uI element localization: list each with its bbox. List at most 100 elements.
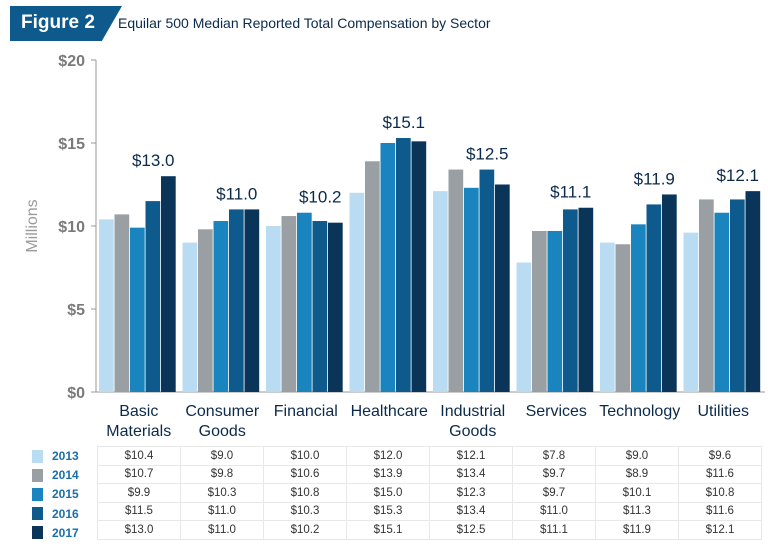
bar-2017	[161, 176, 176, 392]
bar-annotation: $11.0	[216, 184, 257, 203]
bar-2013	[600, 242, 615, 392]
table-cell: $12.3	[429, 483, 513, 503]
bar-2016	[563, 209, 578, 392]
bar-2014	[114, 214, 130, 392]
table-cell: $13.0	[97, 520, 181, 540]
bar-2014	[448, 169, 464, 392]
bar-2015	[464, 187, 479, 392]
legend-swatch	[32, 526, 43, 540]
bar-2017	[578, 207, 594, 392]
table-row: $10.7 $9.8 $10.6 $13.9 $13.4 $9.7 $8.9 $11.6	[97, 464, 762, 484]
bar-2015	[631, 224, 646, 392]
legend-item: 2017	[32, 524, 79, 542]
bar-2015	[714, 212, 730, 392]
bar-2013	[516, 262, 532, 392]
x-tick-label: Goods	[199, 423, 246, 440]
table-row: $10.4 $9.0 $10.0 $12.0 $12.1 $7.8 $9.0 $9.6	[97, 446, 762, 466]
bar-2015	[547, 230, 563, 392]
table-cell: $10.7	[97, 464, 181, 484]
table-cell: $10.0	[263, 446, 347, 466]
table-cell: $8.9	[595, 464, 679, 484]
bar-2014	[365, 161, 380, 392]
table-cell: $9.8	[180, 464, 264, 484]
table-cell: $12.1	[429, 446, 513, 466]
bar-annotation: $13.0	[132, 151, 175, 170]
x-tick-label: Consumer	[185, 403, 259, 420]
legend-swatch	[32, 507, 43, 521]
table-cell: $9.9	[97, 483, 181, 503]
table-cell: $11.0	[180, 501, 264, 521]
table-cell: $10.6	[263, 464, 347, 484]
bar-annotation: $15.1	[382, 113, 425, 132]
table-row: $13.0 $11.0 $10.2 $15.1 $12.5 $11.1 $11.9 $12.1	[97, 520, 762, 540]
bar-annotation: $11.1	[550, 183, 591, 202]
x-tick-label: Technology	[599, 403, 680, 420]
bar-2016	[730, 199, 745, 392]
bar-2015	[297, 212, 312, 392]
bar-2013	[99, 219, 114, 392]
legend-label: 2015	[52, 487, 79, 502]
legend-label: 2013	[52, 449, 79, 463]
table-cell: $9.7	[512, 464, 596, 484]
bar-annotation: $10.2	[299, 188, 342, 207]
table-cell: $12.5	[429, 520, 513, 540]
y-tick-label: $20	[58, 53, 85, 70]
table-cell: $10.3	[180, 483, 264, 503]
table-cell: $9.6	[678, 446, 762, 466]
bar-2017	[745, 191, 761, 392]
table-cell: $15.3	[346, 501, 430, 521]
bar-2013	[683, 232, 699, 392]
figure-label: Figure 2	[21, 12, 95, 33]
table-cell: $11.6	[678, 501, 762, 521]
legend-swatch	[32, 449, 43, 463]
bar-2017	[244, 209, 260, 392]
data-table: $10.4 $9.0 $10.0 $12.0 $12.1 $7.8 $9.0 $9.6 $10.…	[97, 446, 762, 540]
chart-title: Equilar 500 Median Reported Total Compen…	[118, 15, 491, 31]
legend-swatch	[32, 487, 43, 501]
bar-2016	[396, 138, 411, 392]
bar-2016	[312, 221, 328, 392]
legend-item: 2016	[32, 505, 79, 523]
table-cell: $7.8	[512, 446, 596, 466]
table-cell: $10.1	[595, 483, 679, 503]
table-row: $11.5 $11.0 $10.3 $15.3 $13.4 $11.0 $11.3 $11.6	[97, 501, 762, 521]
bar-2013	[433, 191, 448, 392]
legend-swatch	[32, 468, 43, 482]
table-cell: $10.3	[263, 501, 347, 521]
y-axis-label: Millions	[24, 199, 41, 252]
table-cell: $13.9	[346, 464, 430, 484]
table-cell: $11.3	[595, 501, 679, 521]
x-tick-label: Financial	[274, 403, 338, 420]
legend-label: 2017	[52, 525, 79, 540]
legend-item: 2014	[32, 466, 79, 484]
table-cell: $12.0	[346, 446, 430, 466]
table-cell: $10.2	[263, 520, 347, 540]
bar-2016	[229, 209, 244, 392]
table-cell: $9.0	[180, 446, 264, 466]
table-cell: $12.1	[678, 520, 762, 540]
y-tick-label: $0	[67, 385, 85, 402]
table-cell: $11.6	[678, 464, 762, 484]
table-cell: $10.4	[97, 446, 181, 466]
table-cell: $13.4	[429, 464, 513, 484]
bar-annotation: $11.9	[634, 169, 675, 188]
bar-2015	[380, 143, 396, 392]
table-cell: $11.9	[595, 520, 679, 540]
figure-banner	[10, 6, 122, 41]
bar-2013	[182, 242, 198, 392]
bar-2017	[495, 184, 510, 392]
bar-2017	[411, 141, 427, 392]
legend-label: 2014	[52, 468, 79, 483]
bar-2014	[198, 229, 213, 392]
x-tick-label: Utilities	[697, 403, 749, 420]
x-tick-label: Healthcare	[351, 403, 428, 420]
table-cell: $10.8	[678, 483, 762, 503]
table-cell: $9.0	[595, 446, 679, 466]
y-tick-label: $15	[58, 136, 85, 153]
x-tick-label: Basic	[119, 403, 158, 420]
bar-2014	[615, 244, 631, 392]
bar-2017	[328, 222, 343, 392]
x-tick-label: Goods	[449, 423, 496, 440]
legend-item: 2013	[32, 447, 79, 465]
bar-2013	[349, 192, 365, 392]
